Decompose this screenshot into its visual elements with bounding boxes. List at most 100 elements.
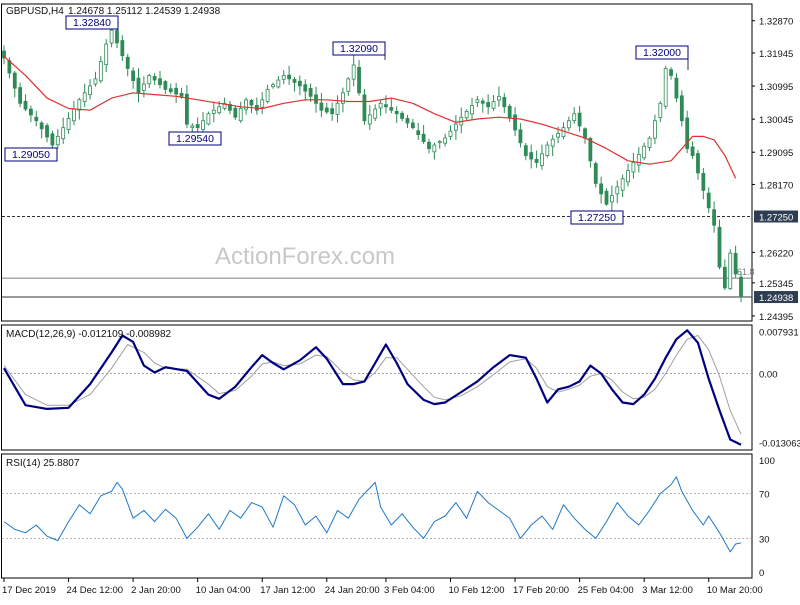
candle-body <box>679 95 684 122</box>
candle-body <box>577 112 582 127</box>
candle-body <box>281 75 286 80</box>
candle-body <box>609 195 614 203</box>
candle-body <box>55 135 60 146</box>
candle-body <box>717 226 722 268</box>
moving-average-line <box>3 55 737 179</box>
candle-body <box>185 93 189 125</box>
candle-body <box>136 77 141 94</box>
candle-body <box>453 123 458 131</box>
candle-body <box>28 108 33 116</box>
rsi-line <box>3 476 742 553</box>
annotation-label: 1.32840 <box>73 17 111 29</box>
macd-y-tick-label: 0.007931 <box>759 328 799 339</box>
candle-body <box>120 40 125 57</box>
candle-body <box>195 124 200 129</box>
candle-body <box>45 125 49 138</box>
candle-body <box>470 105 474 115</box>
annotation-box <box>65 15 119 30</box>
candle-body <box>513 114 517 131</box>
candle-body <box>163 81 168 90</box>
x-tick-label: 17 Dec 2019 <box>2 585 56 596</box>
candle-body <box>378 102 383 109</box>
candle-body <box>416 130 421 136</box>
candle-body <box>507 105 512 118</box>
candle-body <box>357 66 361 94</box>
candle-body <box>421 133 426 142</box>
candle-body <box>572 113 577 121</box>
macd-title: MACD(12,26,9) -0.012109 -0.008982 <box>6 329 172 340</box>
candle-body <box>297 80 302 87</box>
x-tick-label: 17 Feb 20:00 <box>513 585 569 596</box>
x-tick-label: 2 Jan 20:00 <box>131 585 181 596</box>
candle-body <box>400 112 404 119</box>
price-tag-box <box>754 291 798 304</box>
candle-body <box>556 133 560 138</box>
annotation-label: 1.29540 <box>176 133 214 145</box>
x-tick-label: 24 Dec 12:00 <box>67 585 124 596</box>
candle-body <box>23 100 28 110</box>
candle-body <box>653 120 657 139</box>
annotation-label: 1.32000 <box>643 47 681 59</box>
annotation-label: 1.29050 <box>12 149 50 161</box>
candle-body <box>276 79 281 88</box>
candle-body <box>706 192 711 209</box>
candle-body <box>739 276 743 298</box>
candle-body <box>211 109 216 114</box>
candle-body <box>432 144 437 153</box>
candle-body <box>174 87 179 95</box>
candle-body <box>314 94 318 104</box>
candle-body <box>34 116 39 122</box>
candle-body <box>260 99 265 108</box>
candle-body <box>523 145 528 156</box>
price-tag-label: 1.27250 <box>759 212 793 223</box>
rsi-y-tick-label: 0 <box>759 568 764 579</box>
candle-body <box>82 92 87 103</box>
x-tick-label: 10 Mar 20:00 <box>707 585 763 596</box>
y-tick-label: 1.29095 <box>759 148 793 159</box>
y-tick-label: 1.25345 <box>759 279 793 290</box>
price-tag-label: 1.24938 <box>759 293 793 304</box>
candle-body <box>179 92 184 97</box>
candle-body <box>674 77 679 99</box>
candle-body <box>109 29 114 44</box>
annotation-label: 1.27250 <box>578 212 616 224</box>
candle-body <box>308 87 313 97</box>
annotation-label: 1.32090 <box>340 43 378 55</box>
candle-body <box>518 129 523 144</box>
candle-body <box>647 137 652 148</box>
rsi-y-tick-label: 70 <box>759 490 770 501</box>
candle-body <box>486 102 491 108</box>
candle-body <box>228 103 232 111</box>
candle-body <box>561 127 566 137</box>
macd-y-tick-label: -0.013063 <box>759 438 800 449</box>
x-tick-label: 17 Jan 12:00 <box>260 585 315 596</box>
retracement-label: 61.8 <box>737 267 755 277</box>
macd-panel-frame <box>1 324 753 451</box>
candle-body <box>152 76 157 81</box>
candle-body <box>443 137 448 144</box>
candle-body <box>61 127 66 140</box>
candle-body <box>405 118 410 124</box>
candle-body <box>66 117 71 130</box>
candle-body <box>362 94 367 122</box>
candle-body <box>238 108 243 122</box>
candle-body <box>201 120 205 130</box>
candle-body <box>50 133 55 146</box>
annotation-box <box>570 210 624 225</box>
candle-body <box>658 102 663 119</box>
y-tick-label: 1.30995 <box>759 82 793 93</box>
candle-body <box>233 107 238 118</box>
x-tick-label: 25 Feb 04:00 <box>578 585 634 596</box>
candle-body <box>588 138 593 162</box>
candle-body <box>502 97 507 108</box>
y-tick-label: 1.28170 <box>759 180 793 191</box>
candle-body <box>394 110 399 115</box>
candle-body <box>384 104 388 108</box>
candle-body <box>669 69 673 76</box>
candle-body <box>545 144 550 156</box>
candle-body <box>620 178 625 191</box>
candle-body <box>631 162 636 173</box>
y-tick-label: 1.24395 <box>759 312 793 323</box>
candle-body <box>168 88 173 93</box>
candle-body <box>18 87 23 104</box>
